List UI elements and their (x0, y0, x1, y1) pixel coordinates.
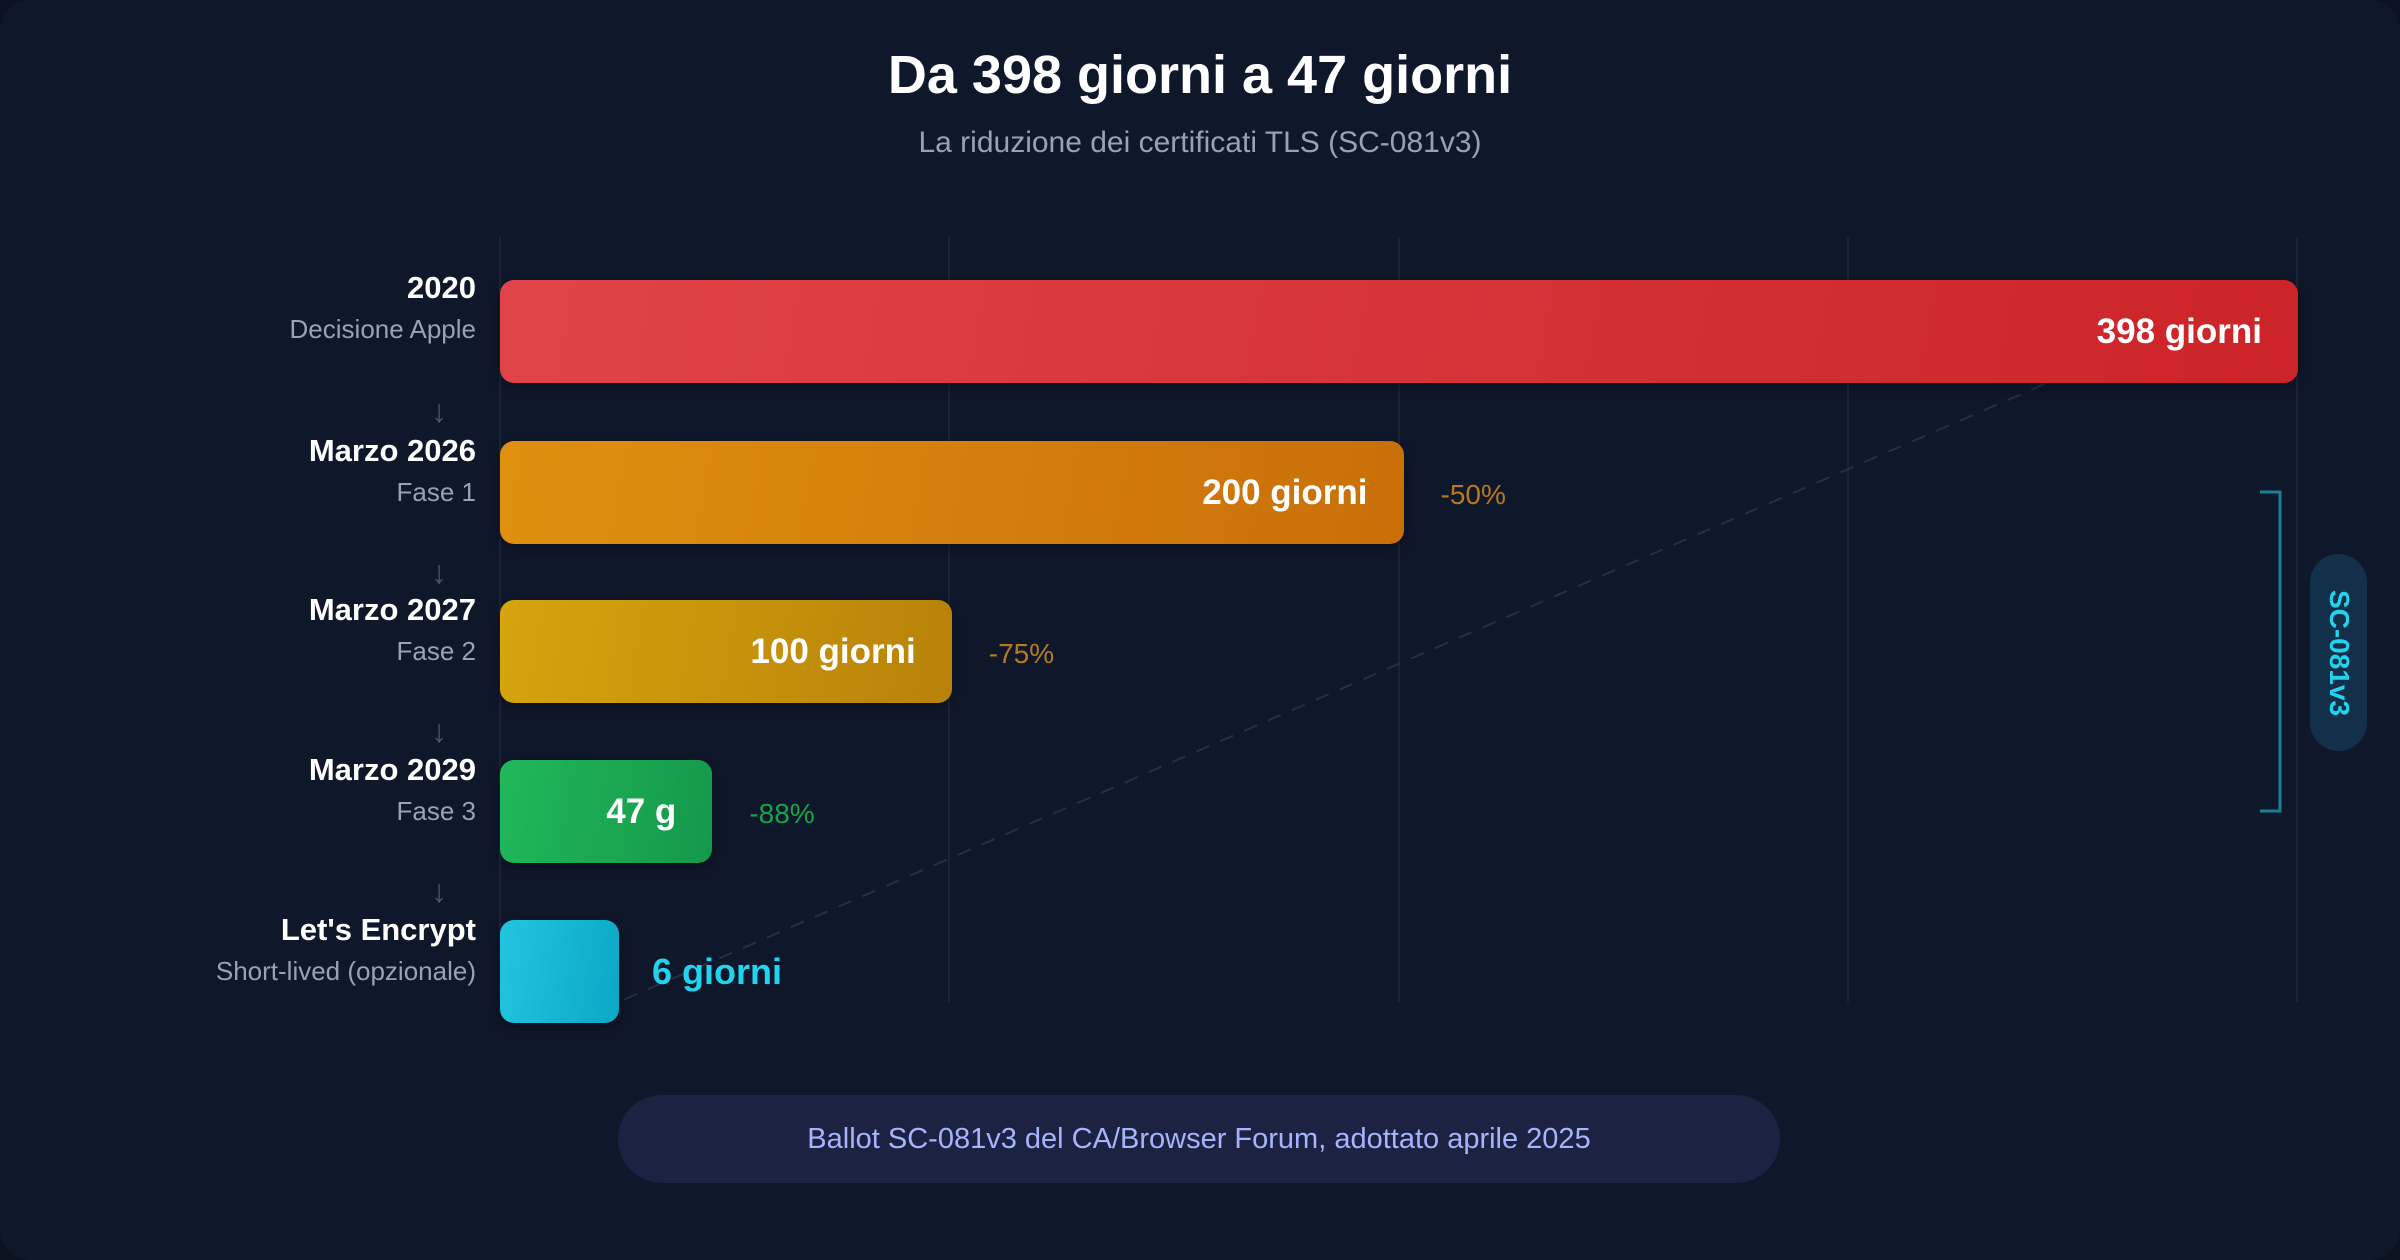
bar-value-label: 47 g (606, 792, 677, 831)
change-label: -50% (1440, 479, 1506, 510)
bar-value-label: 200 giorni (1202, 473, 1368, 512)
row-label: Let's Encrypt Short-lived (opzionale) (216, 912, 476, 987)
bar-value-label: 6 giorni (652, 951, 783, 992)
chart-subtitle: La riduzione dei certificati TLS (SC-081… (918, 126, 1482, 159)
row-subtitle: Fase 1 (396, 477, 477, 507)
change-label: -88% (749, 798, 815, 829)
row-label: Marzo 2029 Fase 3 (309, 752, 476, 827)
arrow-down-icon: ↓ (431, 393, 447, 429)
row-title: 2020 (407, 270, 476, 305)
row-title: Marzo 2027 (308, 592, 476, 627)
bar: 100 giorni (500, 600, 952, 703)
row-label: Marzo 2027 Fase 2 (309, 592, 476, 667)
row-title: Marzo 2026 (308, 433, 476, 468)
bracket-line (2260, 490, 2282, 813)
chart-title: Da 398 giorni a 47 giorni (887, 45, 1513, 105)
row-label: 2020 Decisione Apple (290, 270, 476, 345)
row-subtitle: Short-lived (opzionale) (215, 956, 476, 986)
row-label: Marzo 2026 Fase 1 (309, 433, 476, 508)
bar (500, 920, 619, 1023)
footer-note: Ballot SC-081v3 del CA/Browser Forum, ad… (618, 1095, 1780, 1183)
bracket-label: SC-081v3 (2323, 589, 2355, 716)
bar: 200 giorni (500, 441, 1404, 544)
arrow-down-icon: ↓ (431, 713, 447, 749)
bar-value-label: 398 giorni (2096, 312, 2262, 351)
bracket-pill: SC-081v3 (2310, 554, 2367, 751)
row-subtitle: Fase 2 (396, 636, 477, 666)
arrow-down-icon: ↓ (431, 873, 447, 909)
bar: 47 g (500, 760, 713, 863)
bar: 398 giorni (500, 280, 2298, 383)
row-subtitle: Decisione Apple (289, 314, 476, 344)
row-subtitle: Fase 3 (396, 796, 477, 826)
arrow-down-icon: ↓ (431, 554, 447, 590)
change-label: -75% (988, 638, 1055, 669)
bar-value-label: 100 giorni (750, 632, 916, 671)
row-title: Marzo 2029 (308, 752, 476, 787)
row-title: Let's Encrypt (280, 912, 476, 947)
trend-line (599, 359, 2101, 1011)
